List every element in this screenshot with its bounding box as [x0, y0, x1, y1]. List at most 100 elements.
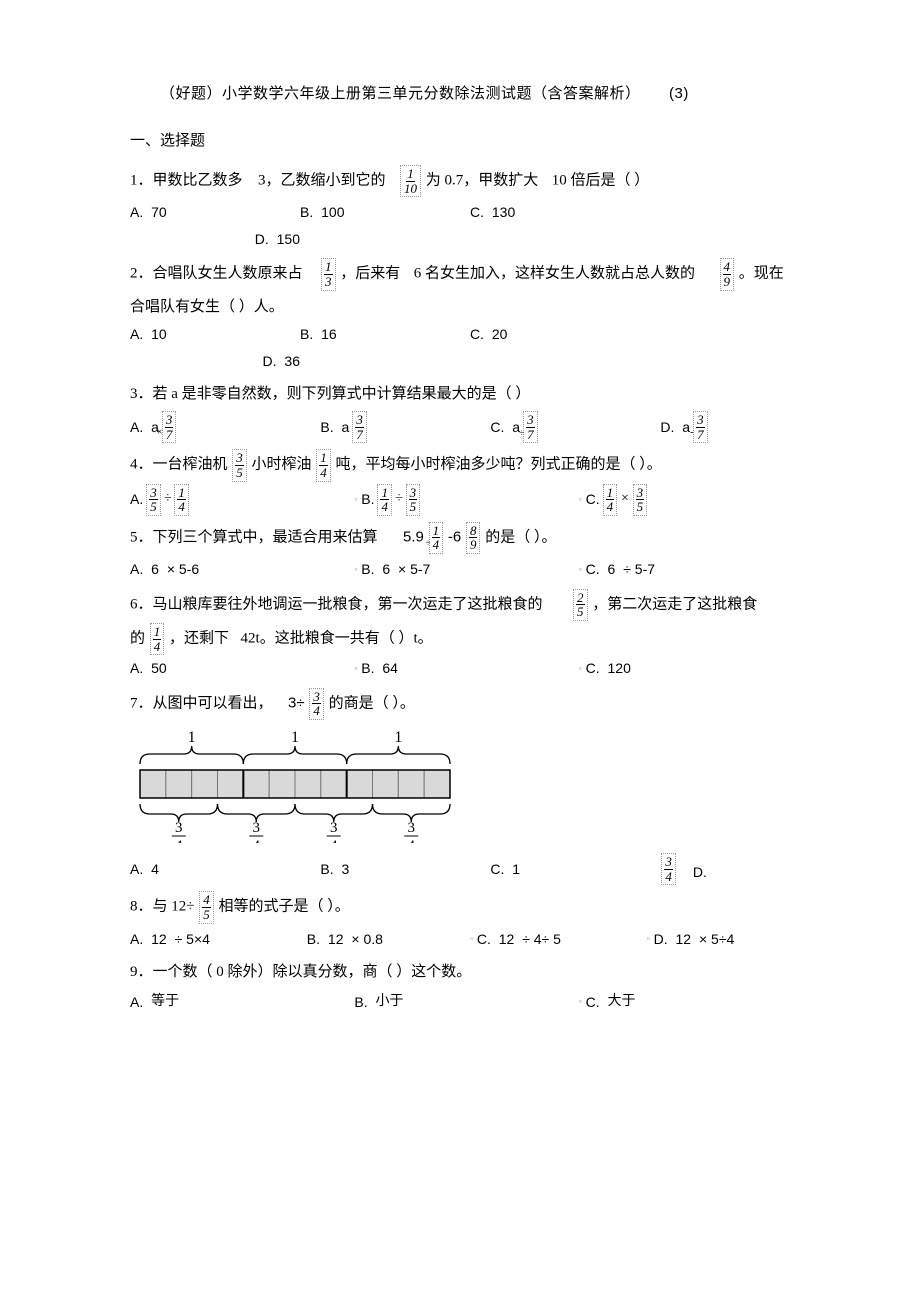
- fraction-3-4: 3 4: [661, 853, 676, 885]
- svg-text:3: 3: [253, 820, 261, 836]
- q1-opt-d[interactable]: D. 150: [130, 226, 310, 253]
- frac-den: 7: [527, 427, 534, 442]
- q5-opt-b[interactable]: ▫B. 6 × 5-7: [354, 556, 578, 583]
- q5-text2: 的是（ ）。: [485, 529, 556, 545]
- op-sym: ×: [157, 428, 163, 439]
- q9-opt-c[interactable]: ▫C. 大于: [579, 989, 803, 1016]
- q4-text2: 小时榨油: [252, 457, 312, 473]
- q3-opt-b[interactable]: B. a 3 7: [320, 411, 490, 443]
- frac-den: 7: [355, 428, 364, 442]
- q3-options: A. a 3 ×7 B. a 3 7 C. a 3 ÷7 D. a 3 -7: [130, 411, 810, 443]
- frac-num: 8: [469, 524, 478, 539]
- q6-text3: 的: [130, 631, 145, 647]
- q4-text3: 吨，平均每小时榨油多少吨？列式正确的是（ ）。: [336, 457, 662, 473]
- svg-text:1: 1: [188, 729, 196, 746]
- q2-opt-d[interactable]: D. 36: [130, 348, 310, 375]
- opt-label: A.: [130, 556, 143, 583]
- q7-opt-d[interactable]: 3 4 D.: [660, 853, 796, 885]
- q8-text2: 相等的式子是（ ）。: [218, 899, 349, 915]
- q8-opt-a[interactable]: A. 12 ÷ 5×4: [130, 926, 307, 953]
- q7-opt-b[interactable]: B. 3: [320, 853, 490, 885]
- q8-text: 8．与 12÷: [130, 899, 194, 915]
- q1-text4: 10 倍后是（ ）: [552, 173, 650, 189]
- opt-label: A.: [130, 199, 143, 226]
- q6-opt-b[interactable]: ▫B. 64: [354, 655, 578, 682]
- q2-opt-c[interactable]: C. 20: [470, 321, 640, 348]
- opt-label: B.: [361, 486, 374, 513]
- opt-label: B.: [361, 556, 374, 583]
- frac-den: 4: [319, 466, 328, 480]
- q7-diagram: 11134343434: [130, 728, 810, 843]
- opt-suffix: × 0.8: [351, 926, 383, 953]
- opt-suffix: ÷ 4÷ 5: [522, 926, 561, 953]
- frac-den-wrap: -7: [696, 428, 705, 442]
- q8-opt-b[interactable]: B. 12 × 0.8: [307, 926, 470, 953]
- opt-label: D.: [693, 859, 707, 886]
- op-sym: ÷: [519, 429, 524, 438]
- opt-value: 36: [284, 348, 300, 375]
- q9-opt-a[interactable]: A. 等于: [130, 989, 354, 1016]
- q3-opt-a[interactable]: A. a 3 ×7: [130, 411, 320, 443]
- q6-text2: ，第二次运走了这批粮食: [592, 596, 757, 612]
- opt-value: 12: [151, 926, 167, 953]
- q8-opt-c[interactable]: ▫C. 12 ÷ 4÷ 5: [470, 926, 647, 953]
- svg-text:1: 1: [291, 729, 299, 746]
- q6-opt-c[interactable]: ▫C. 120: [579, 655, 803, 682]
- section-heading: 一、选择题: [130, 127, 810, 156]
- q7-opt-c[interactable]: C. 1: [490, 853, 660, 885]
- q7-text: 7．从图中可以看出，: [130, 695, 273, 711]
- op-sym: ÷: [164, 486, 172, 513]
- opt-label: A.: [130, 926, 143, 953]
- q1-opt-b[interactable]: B. 100: [300, 199, 470, 226]
- q4-opt-b[interactable]: ▫B. 14 ÷ 35: [354, 484, 578, 516]
- opt-label: A.: [130, 989, 143, 1016]
- opt-label: C.: [586, 655, 600, 682]
- q3-opt-d[interactable]: D. a 3 -7: [660, 411, 796, 443]
- q8-opt-d[interactable]: ▫D. 12 × 5÷4: [647, 926, 803, 953]
- opt-label: D.: [654, 926, 668, 953]
- frac-den: 4: [177, 500, 186, 514]
- frac-den: 5: [576, 605, 585, 619]
- q5-opt-a[interactable]: A. 6 × 5-6: [130, 556, 354, 583]
- q2-opt-a[interactable]: A. 10: [130, 321, 300, 348]
- q6-opt-a[interactable]: A. 50: [130, 655, 354, 682]
- frac-num: 3: [409, 486, 418, 501]
- q1-opt-a[interactable]: A. 70: [130, 199, 300, 226]
- fraction-1-10: 1 10: [400, 165, 421, 197]
- fraction: 35: [406, 484, 421, 516]
- opt-value: 64: [382, 655, 398, 682]
- svg-text:4: 4: [330, 838, 338, 843]
- opt-value: 3: [342, 856, 350, 883]
- q7-text2: 的商是（ ）。: [329, 695, 415, 711]
- frac-den: 9: [469, 538, 478, 552]
- q6-text5: 42t。这批粮食一共有（ ）t。: [241, 631, 433, 647]
- title-seq: (3): [669, 85, 689, 102]
- fraction-3-4: 3 4: [309, 688, 324, 720]
- frac-den: 10: [403, 182, 418, 196]
- opt-suffix: × 5÷4: [699, 926, 734, 953]
- q4-opt-c[interactable]: ▫C. 14 × 35: [579, 484, 803, 516]
- q6-line2: 的 1 4 ，还剩下 42t。这批粮食一共有（ ）t。: [130, 623, 810, 655]
- question-1: 1．甲数比乙数多 3，乙数缩小到它的 1 10 为 0.7，甲数扩大 10 倍后…: [130, 165, 810, 197]
- fraction-3-7: 3 7: [352, 411, 367, 443]
- q6-text4: ，还剩下: [169, 631, 229, 647]
- fraction-1-4: 1 4: [150, 623, 165, 655]
- opt-value: 16: [321, 321, 337, 348]
- fraction-1-4: 1 ÷4: [429, 522, 444, 554]
- frac-num: 1: [406, 167, 415, 182]
- frac-den: 7: [697, 427, 704, 442]
- q5-opt-c[interactable]: ▫C. 6 ÷ 5-7: [579, 556, 803, 583]
- q3-opt-c[interactable]: C. a 3 ÷7: [490, 411, 660, 443]
- q2-opt-b[interactable]: B. 16: [300, 321, 470, 348]
- q7-opt-a[interactable]: A. 4: [130, 853, 320, 885]
- frac-num: 3: [526, 413, 535, 428]
- opt-label: B.: [320, 414, 333, 441]
- q1-opt-c[interactable]: C. 130: [470, 199, 640, 226]
- frac-num: 2: [576, 591, 585, 606]
- q4-opt-a[interactable]: A. 35 ÷ 14: [130, 484, 354, 516]
- q9-opt-b[interactable]: B. 小于: [354, 989, 578, 1016]
- opt-value: 6: [151, 556, 159, 583]
- page-title: （好题）小学数学六年级上册第三单元分数除法测试题（含答案解析） (3): [160, 80, 810, 109]
- frac-num: 1: [606, 486, 615, 501]
- question-6: 6．马山粮库要往外地调运一批粮食，第一次运走了这批粮食的 2 5 ，第二次运走了…: [130, 589, 810, 621]
